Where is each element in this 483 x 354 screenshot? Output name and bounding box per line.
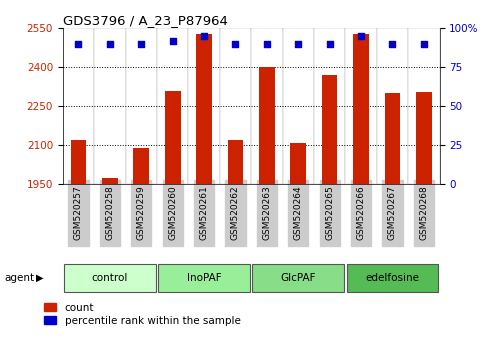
Point bbox=[138, 41, 145, 47]
Bar bbox=[408, 28, 440, 184]
Text: GDS3796 / A_23_P87964: GDS3796 / A_23_P87964 bbox=[63, 14, 227, 27]
Bar bbox=[377, 28, 408, 184]
Point bbox=[200, 33, 208, 39]
Text: agent: agent bbox=[5, 273, 35, 283]
Bar bbox=[283, 28, 314, 184]
Text: GlcPAF: GlcPAF bbox=[281, 273, 316, 283]
Bar bbox=[290, 143, 306, 184]
Bar bbox=[102, 178, 118, 184]
Bar bbox=[259, 67, 275, 184]
Bar bbox=[353, 34, 369, 184]
Bar bbox=[64, 263, 156, 292]
Bar bbox=[196, 34, 212, 184]
Bar bbox=[227, 140, 243, 184]
Bar bbox=[322, 75, 338, 184]
Point bbox=[389, 41, 397, 47]
Bar bbox=[416, 92, 432, 184]
Point bbox=[232, 41, 240, 47]
Point bbox=[357, 33, 365, 39]
Point bbox=[106, 41, 114, 47]
Point bbox=[74, 41, 82, 47]
Bar bbox=[157, 28, 188, 184]
Bar bbox=[71, 140, 86, 184]
Point bbox=[263, 41, 271, 47]
Bar bbox=[94, 28, 126, 184]
Point bbox=[420, 41, 428, 47]
Bar bbox=[126, 28, 157, 184]
Bar bbox=[165, 91, 181, 184]
Bar bbox=[220, 28, 251, 184]
Bar bbox=[253, 263, 344, 292]
Bar bbox=[314, 28, 345, 184]
Text: ▶: ▶ bbox=[36, 273, 44, 283]
Text: InoPAF: InoPAF bbox=[187, 273, 221, 283]
Bar bbox=[63, 28, 94, 184]
Point bbox=[295, 41, 302, 47]
Legend: count, percentile rank within the sample: count, percentile rank within the sample bbox=[44, 303, 241, 326]
Bar bbox=[384, 93, 400, 184]
Text: edelfosine: edelfosine bbox=[366, 273, 419, 283]
Bar bbox=[188, 28, 220, 184]
Bar bbox=[133, 148, 149, 184]
Bar bbox=[158, 263, 250, 292]
Bar bbox=[345, 28, 377, 184]
Bar bbox=[347, 263, 438, 292]
Text: control: control bbox=[92, 273, 128, 283]
Point bbox=[326, 41, 333, 47]
Bar bbox=[251, 28, 283, 184]
Point bbox=[169, 38, 177, 44]
